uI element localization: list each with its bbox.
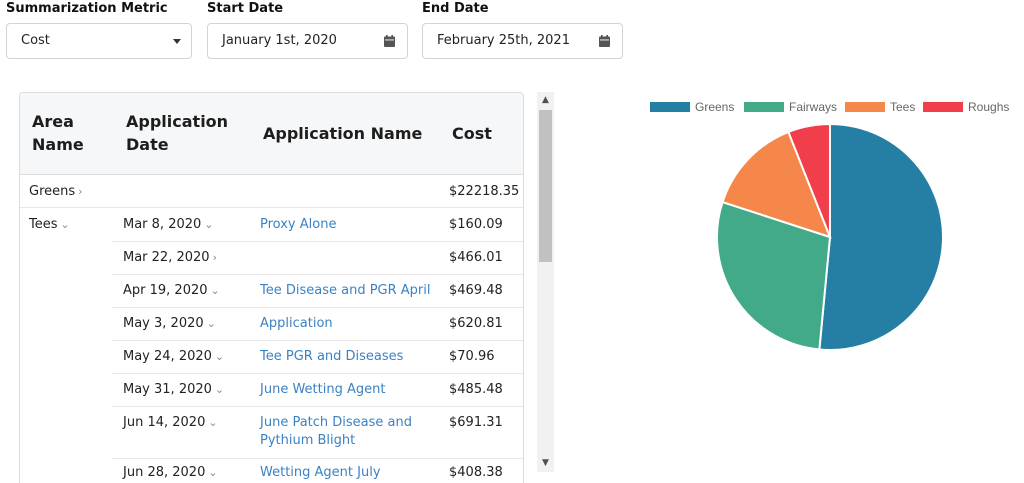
chevron-down-icon[interactable]: ⌄ (210, 284, 220, 297)
calendar-icon (384, 35, 395, 47)
chevron-down-icon[interactable]: ⌄ (204, 218, 214, 231)
cost-cell: $469.48 (449, 283, 503, 298)
cost-cell: $22218.35 (449, 184, 520, 199)
application-name-link[interactable]: June Wetting Agent (260, 382, 386, 397)
start-date-value: January 1st, 2020 (222, 33, 337, 48)
row-divider (112, 458, 523, 459)
table-row[interactable]: Apr 19, 2020 ⌄ Tee Disease and PGR April … (20, 274, 523, 308)
start-date-label: Start Date (207, 1, 284, 16)
start-date-filter: Start Date (207, 0, 283, 20)
row-divider (112, 241, 523, 242)
legend-label: Tees (890, 100, 916, 114)
legend-swatch (650, 102, 690, 112)
chevron-right-icon[interactable]: › (78, 185, 83, 198)
application-name-link[interactable]: Proxy Alone (260, 217, 337, 232)
end-date-label: End Date (422, 1, 489, 16)
row-divider (112, 307, 523, 308)
header-cost[interactable]: Cost (452, 124, 492, 143)
cost-cell: $620.81 (449, 316, 503, 331)
date-cell[interactable]: Mar 8, 2020 ⌄ (123, 217, 214, 232)
table-scrollbar[interactable]: ▲ ▼ (537, 92, 554, 472)
cost-cell: $408.38 (449, 465, 503, 480)
cost-cell: $466.01 (449, 250, 503, 265)
chevron-down-icon (173, 39, 181, 44)
legend-label: Roughs (968, 100, 1010, 114)
date-cell[interactable]: Apr 19, 2020 ⌄ (123, 283, 220, 298)
table-row[interactable]: May 24, 2020 ⌄ Tee PGR and Diseases $70.9… (20, 340, 523, 374)
chevron-down-icon[interactable]: ⌄ (208, 416, 218, 429)
date-cell[interactable]: Mar 22, 2020 › (123, 250, 217, 265)
start-date-input[interactable]: January 1st, 2020 (207, 23, 408, 59)
header-application-name[interactable]: Application Name (263, 124, 423, 143)
legend-label: Fairways (789, 100, 838, 114)
row-divider (112, 373, 523, 374)
legend-label: Greens (695, 100, 735, 114)
table-row[interactable]: Jun 14, 2020 ⌄ June Patch Disease and Pyt… (20, 406, 523, 459)
row-divider (112, 340, 523, 341)
metric-filter: Summarization Metric (6, 0, 168, 20)
date-cell[interactable]: Jun 14, 2020 ⌄ (123, 415, 218, 430)
cost-cell: $70.96 (449, 349, 495, 364)
date-cell[interactable]: May 24, 2020 ⌄ (123, 349, 225, 364)
end-date-value: February 25th, 2021 (437, 33, 570, 48)
pie-slice-tees[interactable] (721, 130, 832, 239)
row-divider (112, 406, 523, 407)
table-row[interactable]: Tees ⌄ Mar 8, 2020 ⌄ Proxy Alone $160.09 (20, 208, 523, 242)
pie-slice-roughs[interactable] (787, 122, 831, 238)
cost-cell: $691.31 (449, 415, 503, 430)
pie-slice-fairways[interactable] (716, 200, 832, 351)
cost-pie-chart (716, 122, 944, 351)
date-cell[interactable]: May 3, 2020 ⌄ (123, 316, 216, 331)
table-row[interactable]: Jun 28, 2020 ⌄ Wetting Agent July $408.38 (20, 459, 523, 483)
metric-label: Summarization Metric (6, 1, 168, 16)
area-cell[interactable]: Tees ⌄ (29, 217, 70, 232)
chevron-down-icon[interactable]: ⌄ (214, 350, 225, 363)
chevron-down-icon[interactable]: ⌄ (206, 317, 216, 330)
metric-value: Cost (21, 33, 50, 48)
header-application-date[interactable]: Application Date (126, 112, 229, 154)
table-header: Area Name Application Date Application N… (20, 93, 523, 175)
row-divider (112, 274, 523, 275)
table-row[interactable]: Greens › $22218.35 (20, 175, 523, 208)
calendar-icon (599, 35, 610, 47)
table-row[interactable]: May 3, 2020 ⌄ Application $620.81 (20, 307, 523, 341)
legend-swatch (923, 102, 963, 112)
scrollbar-thumb[interactable] (539, 110, 552, 262)
date-cell[interactable]: May 31, 2020 ⌄ (123, 382, 225, 397)
header-area-name[interactable]: Area Name (32, 112, 84, 154)
application-name-link[interactable]: Wetting Agent July (260, 465, 381, 480)
end-date-input[interactable]: February 25th, 2021 (422, 23, 623, 59)
applications-table: Area Name Application Date Application N… (19, 92, 524, 483)
legend-swatch (845, 102, 885, 112)
chevron-down-icon[interactable]: ⌄ (60, 218, 70, 231)
table-row[interactable]: May 31, 2020 ⌄ June Wetting Agent $485.48 (20, 373, 523, 407)
application-name-link[interactable]: Application (260, 316, 333, 331)
table-row[interactable]: Mar 22, 2020 › $466.01 (20, 241, 523, 275)
application-name-link[interactable]: Tee PGR and Diseases (260, 349, 404, 364)
chevron-down-icon[interactable]: ⌄ (208, 466, 218, 479)
application-name-link[interactable]: June Patch Disease and Pythium Blight (260, 415, 413, 448)
application-name-link[interactable]: Tee Disease and PGR April (260, 283, 431, 298)
metric-select[interactable]: Cost (6, 23, 192, 59)
cost-cell: $160.09 (449, 217, 503, 232)
chevron-down-icon[interactable]: ⌄ (214, 383, 225, 396)
scroll-down-arrow-icon[interactable]: ▼ (542, 458, 549, 468)
legend-swatch (744, 102, 784, 112)
scroll-up-arrow-icon[interactable]: ▲ (542, 95, 549, 105)
date-cell[interactable]: Jun 28, 2020 ⌄ (123, 465, 218, 480)
cost-cell: $485.48 (449, 382, 503, 397)
chevron-right-icon[interactable]: › (212, 251, 217, 264)
area-cell[interactable]: Greens › (29, 184, 83, 199)
pie-slice-greens[interactable] (818, 122, 944, 351)
end-date-filter: End Date (422, 0, 489, 20)
